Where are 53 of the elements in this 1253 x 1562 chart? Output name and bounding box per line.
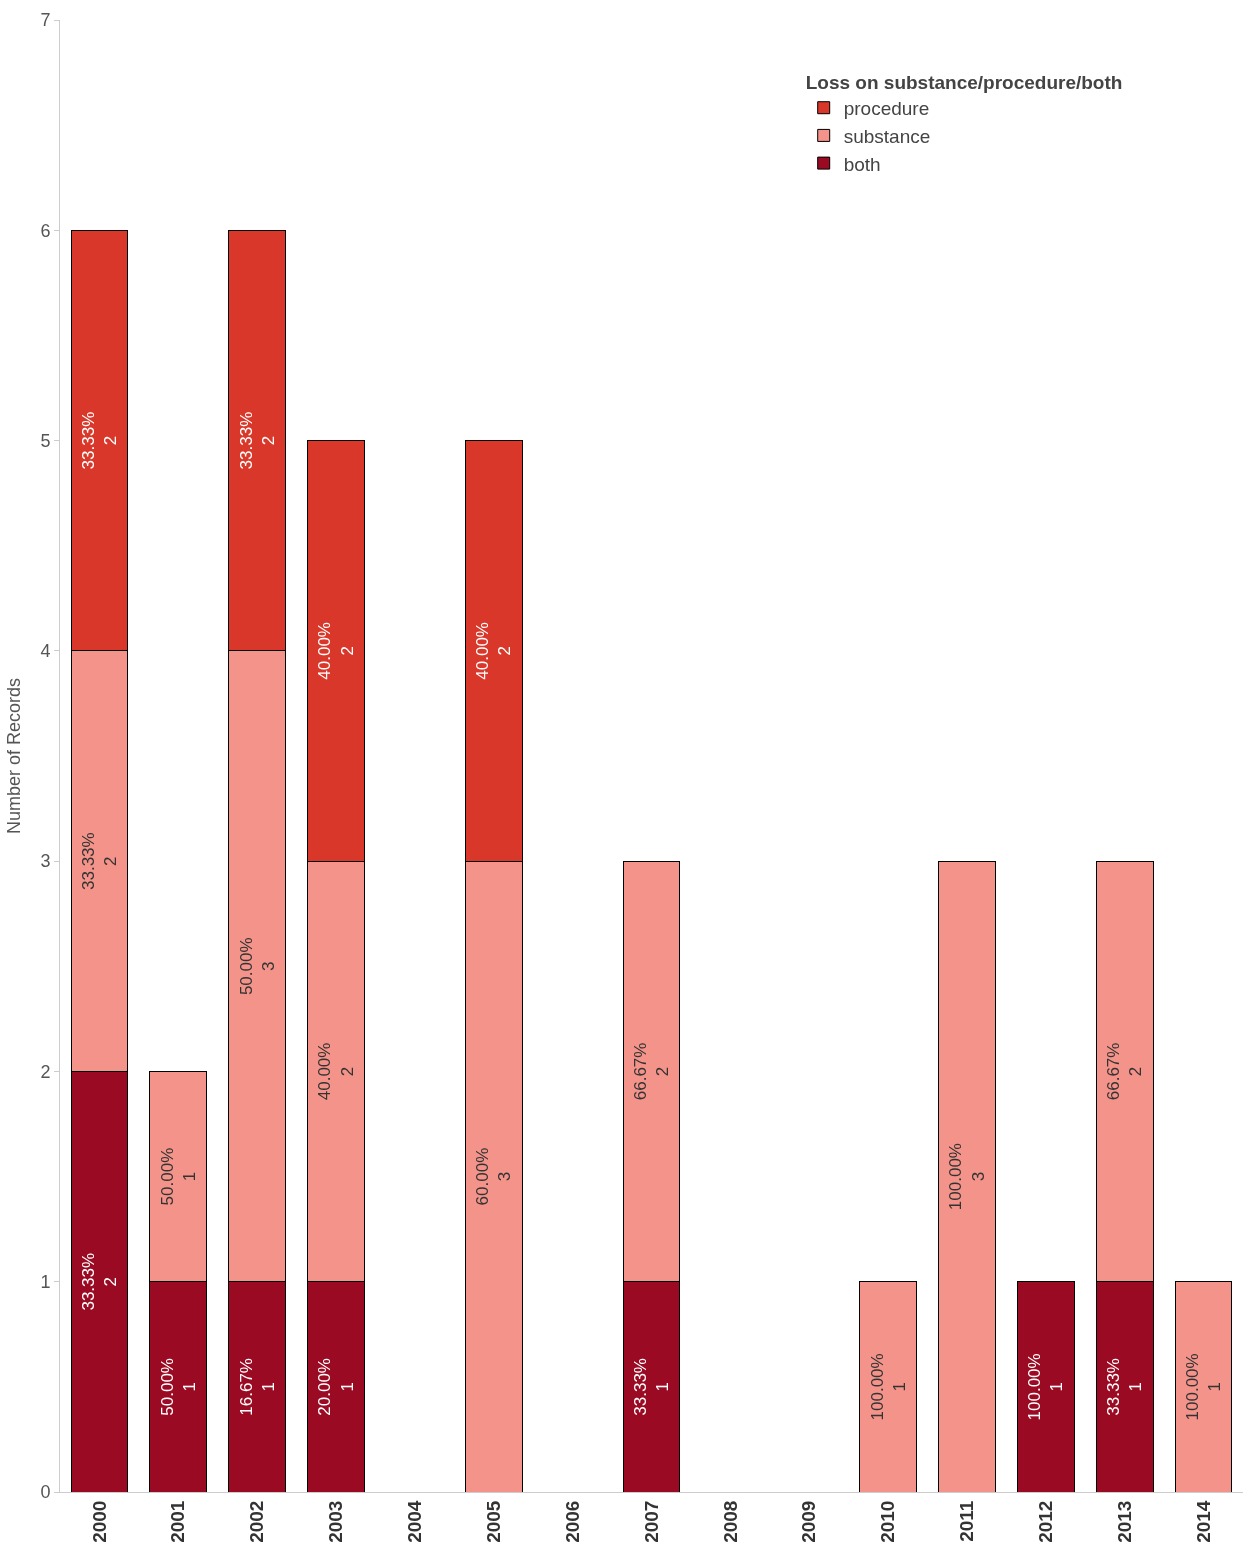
x-tick-label: 2011 (956, 1500, 978, 1542)
data-label: 100.00% 1 (1025, 1353, 1067, 1421)
data-label: 66.67% 2 (1104, 1042, 1146, 1101)
bar (859, 1281, 917, 1492)
data-label: 50.00% 1 (157, 1147, 199, 1206)
data-label: 100.00% 1 (867, 1353, 909, 1421)
x-tick-label: 2009 (798, 1500, 820, 1543)
x-tick-label: 2010 (877, 1500, 899, 1543)
x-tick-label: 2014 (1192, 1500, 1214, 1543)
x-tick-label: 2001 (167, 1500, 189, 1543)
x-tick-label: 2006 (561, 1500, 583, 1543)
y-tick-label: 5 (40, 430, 51, 451)
bar (938, 860, 996, 1492)
data-label: 60.00% 3 (473, 1147, 515, 1206)
x-tick-label: 2012 (1035, 1500, 1057, 1543)
data-label: 100.00% 1 (1183, 1353, 1225, 1421)
x-tick-label: 2013 (1113, 1500, 1135, 1543)
data-label: 33.33% 2 (78, 411, 120, 470)
data-label: 40.00% 2 (473, 622, 515, 680)
y-tick-label: 1 (40, 1272, 51, 1293)
data-label: 33.33% 1 (630, 1358, 673, 1416)
data-label: 50.00% 1 (157, 1358, 199, 1416)
x-tick-label: 2008 (719, 1500, 741, 1543)
data-label: 100.00% 3 (946, 1143, 988, 1211)
x-tick-label: 2002 (246, 1500, 268, 1543)
y-tick-label: 2 (40, 1061, 51, 1082)
y-tick-label: 4 (40, 641, 51, 662)
data-label: 16.67% 1 (236, 1358, 278, 1416)
y-tick-label: 0 (40, 1482, 51, 1503)
data-label: 50.00% 3 (236, 937, 278, 996)
x-tick-label: 2004 (404, 1500, 426, 1543)
x-tick-label: 2000 (88, 1500, 110, 1543)
y-tick-label: 6 (40, 220, 51, 241)
legend-title: Loss on substance/procedure/both (805, 71, 1123, 93)
data-label: 40.00% 2 (315, 622, 357, 680)
y-tick-label: 3 (40, 851, 51, 872)
data-label: 33.33% 2 (236, 411, 278, 470)
x-tick-label: 2005 (482, 1500, 504, 1543)
data-label: 66.67% 2 (630, 1042, 673, 1101)
y-tick-label: 7 (40, 10, 51, 31)
x-tick-label: 2003 (325, 1500, 347, 1543)
data-label: 40.00% 2 (315, 1042, 357, 1101)
x-tick-label: 2007 (640, 1500, 662, 1543)
legend-label: procedure (843, 98, 930, 120)
data-label: 33.33% 1 (1104, 1358, 1146, 1416)
data-label: 33.33% 2 (78, 832, 120, 890)
bar (1174, 1281, 1233, 1492)
y-axis-title: Number of Records (3, 677, 24, 835)
data-label: 33.33% 2 (78, 1252, 120, 1311)
legend-label: substance (843, 125, 931, 147)
data-label: 20.00% 1 (315, 1358, 357, 1416)
bar (1016, 1281, 1075, 1492)
legend-label: both (843, 153, 881, 175)
